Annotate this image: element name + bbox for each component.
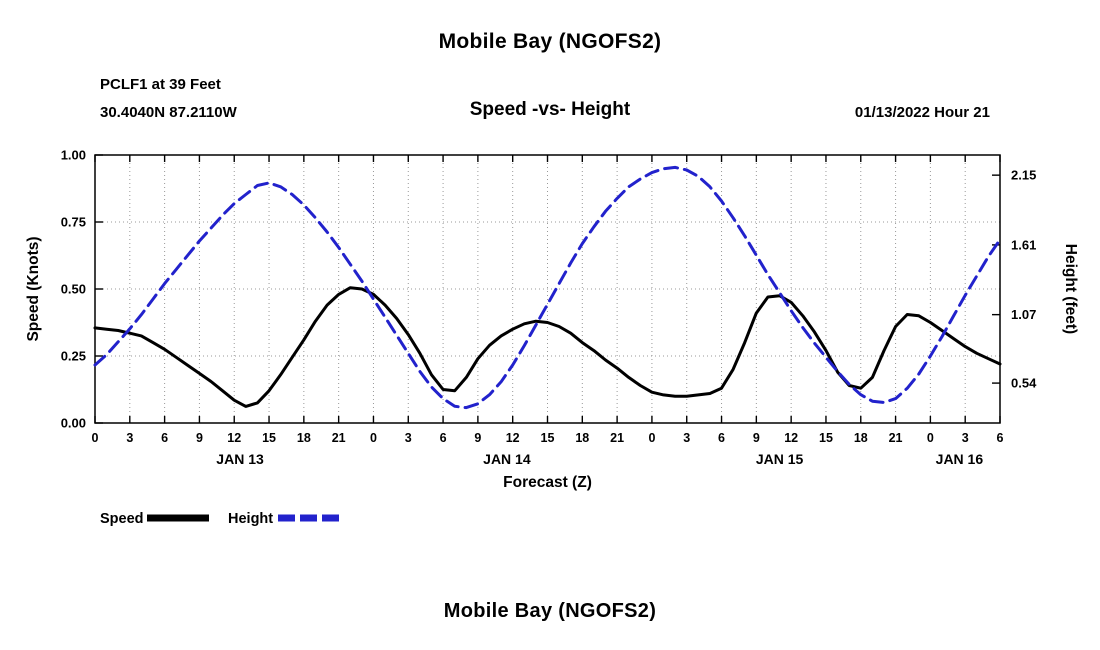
y-right-tick-label: 1.07 — [1011, 307, 1036, 322]
x-tick-label: 6 — [718, 431, 725, 445]
station-coordinates: 30.4040N 87.2110W — [100, 104, 237, 121]
x-tick-label: 18 — [854, 431, 868, 445]
x-tick-label: 0 — [370, 431, 377, 445]
x-tick-label: 12 — [784, 431, 798, 445]
x-tick-label: 15 — [541, 431, 555, 445]
x-tick-label: 3 — [962, 431, 969, 445]
x-tick-label: 15 — [262, 431, 276, 445]
day-label: JAN 16 — [936, 451, 984, 467]
x-tick-label: 6 — [161, 431, 168, 445]
y-left-tick-label: 0.75 — [61, 215, 86, 230]
x-tick-label: 21 — [889, 431, 903, 445]
bottom-page-title: Mobile Bay (NGOFS2) — [443, 600, 657, 622]
y-left-tick-label: 0.25 — [61, 349, 86, 364]
x-tick-label: 0 — [92, 431, 99, 445]
x-tick-label: 6 — [997, 431, 1004, 445]
x-tick-label: 3 — [683, 431, 690, 445]
y-right-tick-label: 2.15 — [1011, 168, 1036, 183]
x-tick-label: 3 — [126, 431, 133, 445]
x-tick-label: 12 — [227, 431, 241, 445]
day-label: JAN 13 — [216, 451, 264, 467]
plot-subtitle: Speed -vs- Height — [469, 99, 631, 120]
day-label: JAN 14 — [483, 451, 531, 467]
day-label: JAN 15 — [756, 451, 804, 467]
x-tick-label: 15 — [819, 431, 833, 445]
x-tick-label: 9 — [753, 431, 760, 445]
y-left-tick-label: 1.00 — [61, 148, 86, 163]
height-series-line — [93, 165, 1002, 410]
page-title: Mobile Bay (NGOFS2) — [438, 30, 662, 53]
x-tick-label: 12 — [506, 431, 520, 445]
y-left-tick-label: 0.50 — [61, 282, 86, 297]
x-tick-label: 9 — [474, 431, 481, 445]
x-tick-label: 18 — [297, 431, 311, 445]
x-tick-label: 9 — [196, 431, 203, 445]
forecast-datetime: 01/13/2022 Hour 21 — [854, 104, 990, 121]
y-left-axis-title: Speed (Knots) — [25, 236, 42, 341]
x-tick-label: 3 — [405, 431, 412, 445]
x-tick-label: 21 — [610, 431, 624, 445]
y-right-tick-label: 1.61 — [1011, 237, 1036, 252]
y-right-tick-label: 0.54 — [1011, 376, 1037, 391]
y-left-tick-label: 0.00 — [61, 416, 86, 431]
x-axis-title: Forecast (Z) — [503, 474, 592, 491]
speed-height-chart: 0 3 6 9 12 15 18 21 0 3 6 9 12 15 18 21 0 3 6 9 12 15 18 21 0 3 6 0… — [25, 148, 1079, 528]
x-tick-label: 0 — [648, 431, 655, 445]
x-tick-label: 6 — [440, 431, 447, 445]
legend-label-speed: Speed — [100, 511, 144, 527]
x-tick-label: 21 — [332, 431, 346, 445]
station-name: PCLF1 at 39 Feet — [100, 76, 221, 93]
legend-label-height: Height — [228, 511, 273, 527]
x-tick-label: 0 — [927, 431, 934, 445]
y-right-axis-title: Height (feet) — [1062, 244, 1079, 334]
x-tick-label: 18 — [575, 431, 589, 445]
